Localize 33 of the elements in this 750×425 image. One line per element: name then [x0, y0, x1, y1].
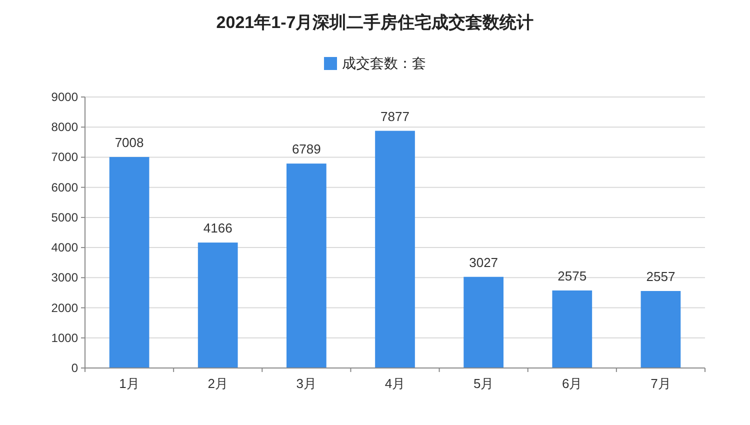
y-tick-label: 6000: [51, 180, 78, 194]
chart-title: 2021年1-7月深圳二手房住宅成交套数统计: [216, 13, 534, 32]
x-tick-label: 6月: [562, 376, 582, 391]
data-label: 2575: [558, 268, 587, 284]
data-label: 2557: [646, 269, 676, 284]
y-tick-label: 7000: [51, 150, 78, 164]
x-tick-label: 5月: [473, 376, 494, 391]
y-tick-label: 2000: [51, 300, 78, 315]
data-label: 3027: [469, 254, 498, 270]
x-tick-label: 7月: [650, 376, 671, 391]
bar: [286, 164, 326, 368]
data-label: 7877: [380, 108, 410, 124]
data-label: 7008: [114, 134, 144, 150]
bar: [552, 290, 592, 368]
x-tick-label: 1月: [119, 376, 140, 391]
legend-label: 成交套数：套: [342, 55, 426, 71]
bar: [198, 242, 238, 368]
x-tick-label: 3月: [296, 376, 317, 391]
x-tick-label: 2月: [208, 376, 228, 391]
y-tick-label: 0: [71, 361, 78, 375]
bar: [464, 276, 504, 368]
bar: [640, 291, 681, 368]
y-tick-label: 8000: [51, 120, 78, 134]
y-tick-label: 3000: [51, 270, 78, 285]
y-tick-label: 9000: [51, 90, 78, 104]
y-tick-label: 1000: [51, 330, 78, 345]
bar: [109, 156, 150, 368]
x-tick-label: 4月: [384, 376, 406, 391]
y-tick-label: 4000: [51, 240, 78, 255]
data-label: 4166: [203, 220, 232, 236]
data-label: 6789: [292, 142, 321, 157]
bar: [375, 130, 415, 368]
y-tick-label: 5000: [51, 210, 78, 224]
